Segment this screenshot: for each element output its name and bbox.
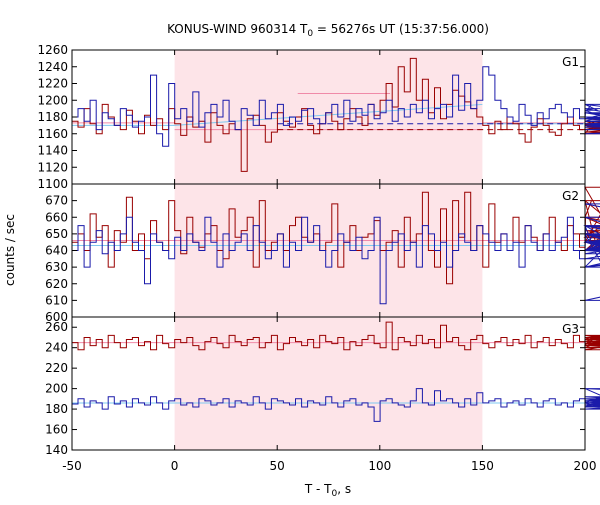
series-red-g2 xyxy=(72,186,600,285)
y-tick-label: 1220 xyxy=(37,77,68,91)
x-axis-label: T - T0, s xyxy=(304,482,351,499)
y-tick-label: 620 xyxy=(45,277,68,291)
y-tick-label: 240 xyxy=(45,341,68,355)
y-tick-label: 1120 xyxy=(37,160,68,174)
x-tick-label: -50 xyxy=(62,459,82,473)
y-tick-label: 1200 xyxy=(37,93,68,107)
y-tick-label: 610 xyxy=(45,293,68,307)
x-tick-label: 100 xyxy=(368,459,391,473)
y-tick-label: 640 xyxy=(45,244,68,258)
y-tick-label: 670 xyxy=(45,194,68,208)
panel-label-g1: G1 xyxy=(562,55,579,69)
series-blue-g1 xyxy=(72,66,600,147)
y-tick-label: 160 xyxy=(45,423,68,437)
frame-layer xyxy=(71,49,586,451)
y-tick-label: 1140 xyxy=(37,144,68,158)
series-blue-g3 xyxy=(72,388,600,422)
y-tick-label: 650 xyxy=(45,227,68,241)
y-tick-label: 630 xyxy=(45,260,68,274)
series-blue-g2 xyxy=(72,203,600,305)
panel-label-g2: G2 xyxy=(562,189,579,203)
panel-frame-g3 xyxy=(71,316,586,451)
y-tick-label: 1180 xyxy=(37,110,68,124)
y-tick-label: 1160 xyxy=(37,127,68,141)
chart-title: KONUS-WIND 960314 T0 = 56276s UT (15:37:… xyxy=(167,22,489,39)
series-layer xyxy=(72,57,600,422)
y-tick-label: 220 xyxy=(45,361,68,375)
y-tick-label: 1240 xyxy=(37,60,68,74)
y-tick-label: 660 xyxy=(45,210,68,224)
y-tick-label: 1100 xyxy=(37,177,68,191)
x-tick-label: 150 xyxy=(471,459,494,473)
x-tick-label: 200 xyxy=(574,459,597,473)
x-tick-label: 50 xyxy=(270,459,285,473)
y-tick-label: 180 xyxy=(45,402,68,416)
x-tick-label: 0 xyxy=(171,459,179,473)
y-tick-label: 200 xyxy=(45,382,68,396)
y-tick-label: 140 xyxy=(45,443,68,457)
y-tick-label: 260 xyxy=(45,320,68,334)
series-red-g3 xyxy=(72,321,600,351)
text-layer: 1100 1120 1140 1160 1180 1200 1220 1240 1260 G1 60… xyxy=(37,43,596,473)
series-red-g1 xyxy=(72,57,600,172)
y-tick-label: 1260 xyxy=(37,43,68,57)
y-axis-label: counts / sec xyxy=(3,214,17,286)
fit-line-blue-burst xyxy=(174,103,483,126)
y-tick-label: 600 xyxy=(45,310,68,324)
panel-label-g3: G3 xyxy=(562,322,579,336)
